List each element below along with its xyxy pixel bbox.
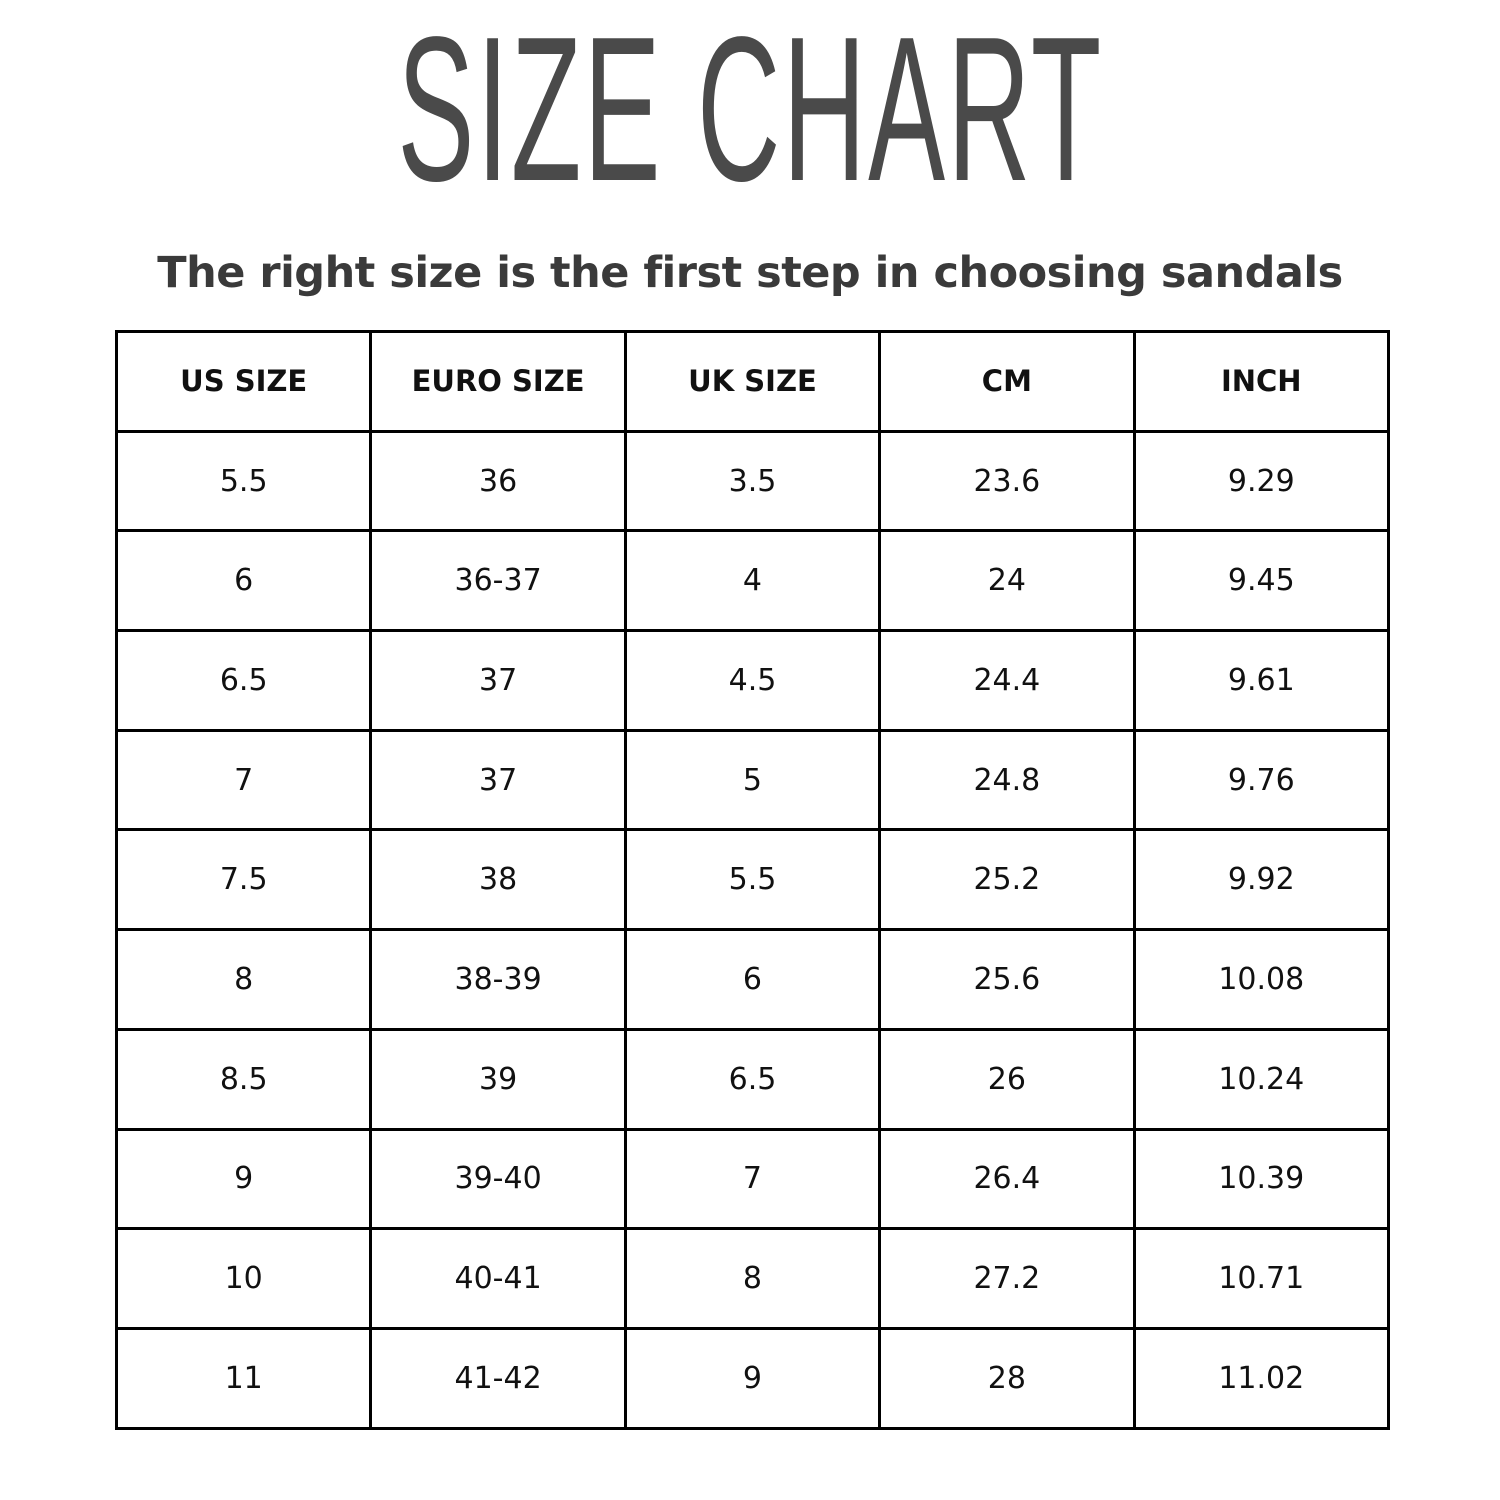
cell-euro-size: 38 bbox=[369, 828, 627, 932]
cell-us-size: 8.5 bbox=[114, 1027, 373, 1131]
cell-inch: 9.92 bbox=[1132, 828, 1391, 932]
cell-cm: 28 bbox=[878, 1326, 1136, 1430]
cell-inch: 10.08 bbox=[1132, 928, 1391, 1031]
cell-inch: 10.39 bbox=[1132, 1127, 1391, 1231]
cell-inch: 10.24 bbox=[1132, 1027, 1391, 1131]
title-container: SIZE CHART bbox=[0, 6, 1500, 212]
cell-uk-size: 4 bbox=[623, 529, 882, 633]
cell-us-size: 10 bbox=[114, 1227, 373, 1330]
cell-cm: 25.6 bbox=[878, 928, 1136, 1031]
cell-euro-size: 37 bbox=[369, 728, 627, 832]
cell-us-size: 7 bbox=[114, 728, 373, 832]
table-row: 7 37 5 24.8 9.76 bbox=[114, 728, 1391, 832]
table-row: 11 41-42 9 28 11.02 bbox=[114, 1326, 1391, 1430]
header-inch: INCH bbox=[1132, 330, 1391, 433]
cell-cm: 26 bbox=[878, 1027, 1136, 1131]
table-row: 6.5 37 4.5 24.4 9.61 bbox=[114, 629, 1391, 732]
table-row: 9 39-40 7 26.4 10.39 bbox=[114, 1127, 1391, 1231]
cell-inch: 9.45 bbox=[1132, 529, 1391, 633]
cell-euro-size: 38-39 bbox=[369, 928, 627, 1031]
table-row: 10 40-41 8 27.2 10.71 bbox=[114, 1227, 1391, 1330]
cell-uk-size: 7 bbox=[623, 1127, 882, 1231]
table-header-row: US SIZE EURO SIZE UK SIZE CM INCH bbox=[114, 330, 1391, 433]
cell-inch: 9.29 bbox=[1132, 429, 1391, 533]
cell-euro-size: 40-41 bbox=[369, 1227, 627, 1330]
table-row: 5.5 36 3.5 23.6 9.29 bbox=[114, 429, 1391, 533]
header-uk-size: UK SIZE bbox=[623, 330, 882, 433]
cell-inch: 11.02 bbox=[1132, 1326, 1391, 1430]
cell-cm: 23.6 bbox=[878, 429, 1136, 533]
table-row: 7.5 38 5.5 25.2 9.92 bbox=[114, 828, 1391, 932]
table-row: 8.5 39 6.5 26 10.24 bbox=[114, 1027, 1391, 1131]
cell-cm: 26.4 bbox=[878, 1127, 1136, 1231]
cell-uk-size: 6.5 bbox=[623, 1027, 882, 1131]
cell-uk-size: 5.5 bbox=[623, 828, 882, 932]
cell-us-size: 7.5 bbox=[114, 828, 373, 932]
cell-uk-size: 3.5 bbox=[623, 429, 882, 533]
cell-inch: 10.71 bbox=[1132, 1227, 1391, 1330]
cell-cm: 25.2 bbox=[878, 828, 1136, 932]
cell-cm: 24 bbox=[878, 529, 1136, 633]
table-row: 8 38-39 6 25.6 10.08 bbox=[114, 928, 1391, 1031]
cell-us-size: 6.5 bbox=[114, 629, 373, 732]
cell-uk-size: 8 bbox=[623, 1227, 882, 1330]
cell-inch: 9.76 bbox=[1132, 728, 1391, 832]
table-row: 6 36-37 4 24 9.45 bbox=[114, 529, 1391, 633]
table-body: 5.5 36 3.5 23.6 9.29 6 36-37 4 24 9.45 6.5 37 4.5 24.… bbox=[114, 429, 1391, 1430]
cell-euro-size: 37 bbox=[369, 629, 627, 732]
cell-cm: 24.8 bbox=[878, 728, 1136, 832]
cell-inch: 9.61 bbox=[1132, 629, 1391, 732]
cell-euro-size: 39 bbox=[369, 1027, 627, 1131]
cell-cm: 27.2 bbox=[878, 1227, 1136, 1330]
cell-uk-size: 6 bbox=[623, 928, 882, 1031]
cell-us-size: 9 bbox=[114, 1127, 373, 1231]
header-us-size: US SIZE bbox=[114, 330, 373, 433]
cell-uk-size: 5 bbox=[623, 728, 882, 832]
cell-cm: 24.4 bbox=[878, 629, 1136, 732]
cell-euro-size: 36-37 bbox=[369, 529, 627, 633]
cell-euro-size: 36 bbox=[369, 429, 627, 533]
page-title: SIZE CHART bbox=[396, 0, 1104, 224]
subtitle: The right size is the first step in choo… bbox=[157, 248, 1343, 298]
cell-us-size: 5.5 bbox=[114, 429, 373, 533]
cell-euro-size: 41-42 bbox=[369, 1326, 627, 1430]
size-table: US SIZE EURO SIZE UK SIZE CM INCH 5.5 36 3… bbox=[114, 330, 1391, 1430]
cell-uk-size: 9 bbox=[623, 1326, 882, 1430]
cell-euro-size: 39-40 bbox=[369, 1127, 627, 1231]
cell-us-size: 6 bbox=[114, 529, 373, 633]
header-cm: CM bbox=[878, 330, 1136, 433]
header-euro-size: EURO SIZE bbox=[369, 330, 627, 433]
cell-us-size: 11 bbox=[114, 1326, 373, 1430]
cell-us-size: 8 bbox=[114, 928, 373, 1031]
cell-uk-size: 4.5 bbox=[623, 629, 882, 732]
